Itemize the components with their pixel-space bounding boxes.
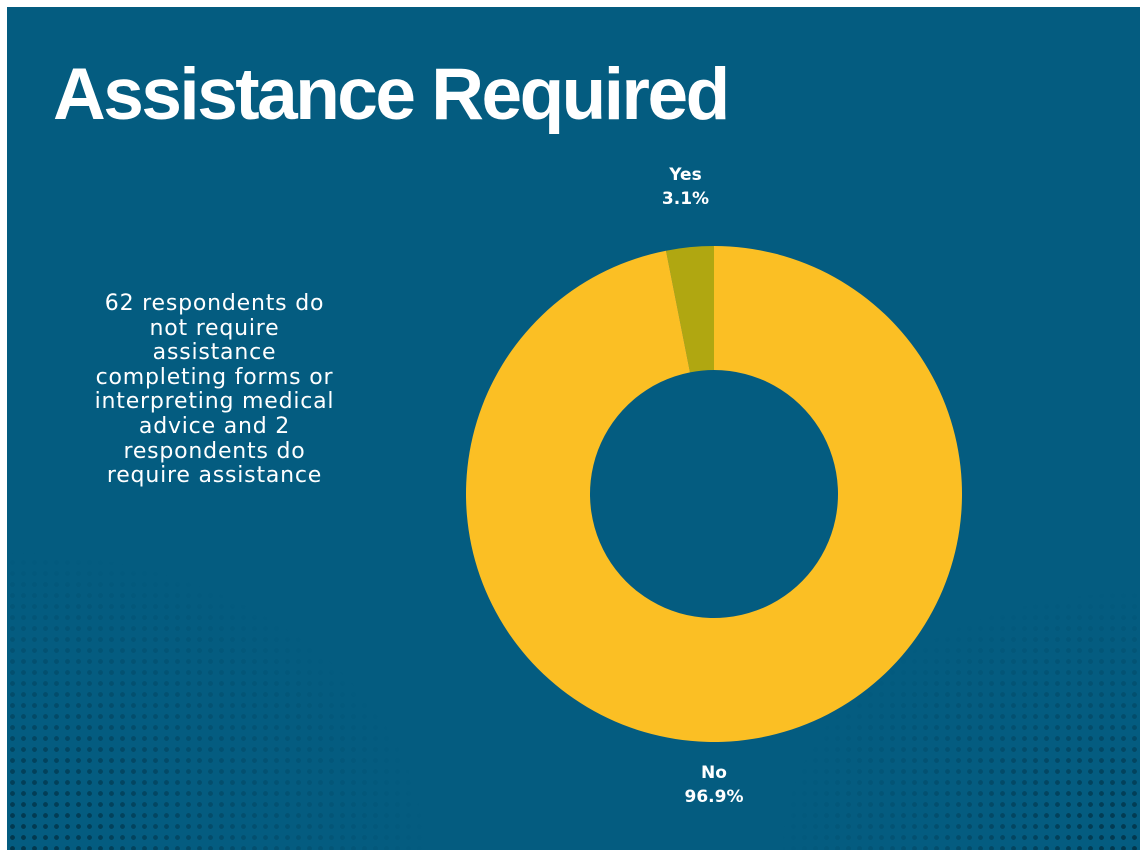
slide: Assistance Required 62 respondents do no…: [7, 7, 1140, 850]
donut-chart: Yes 3.1% No 96.9%: [465, 165, 962, 807]
slice-percent-yes: 3.1%: [662, 189, 709, 209]
slice-label-yes: Yes: [668, 165, 701, 185]
slice-label-no: No: [701, 763, 727, 783]
slice-percent-no: 96.9%: [685, 787, 744, 807]
slide-title: Assistance Required: [53, 54, 730, 135]
slice-no: [465, 246, 962, 742]
summary-text: 62 respondents do not require assistance…: [94, 291, 335, 489]
slice-yes: [665, 246, 714, 373]
